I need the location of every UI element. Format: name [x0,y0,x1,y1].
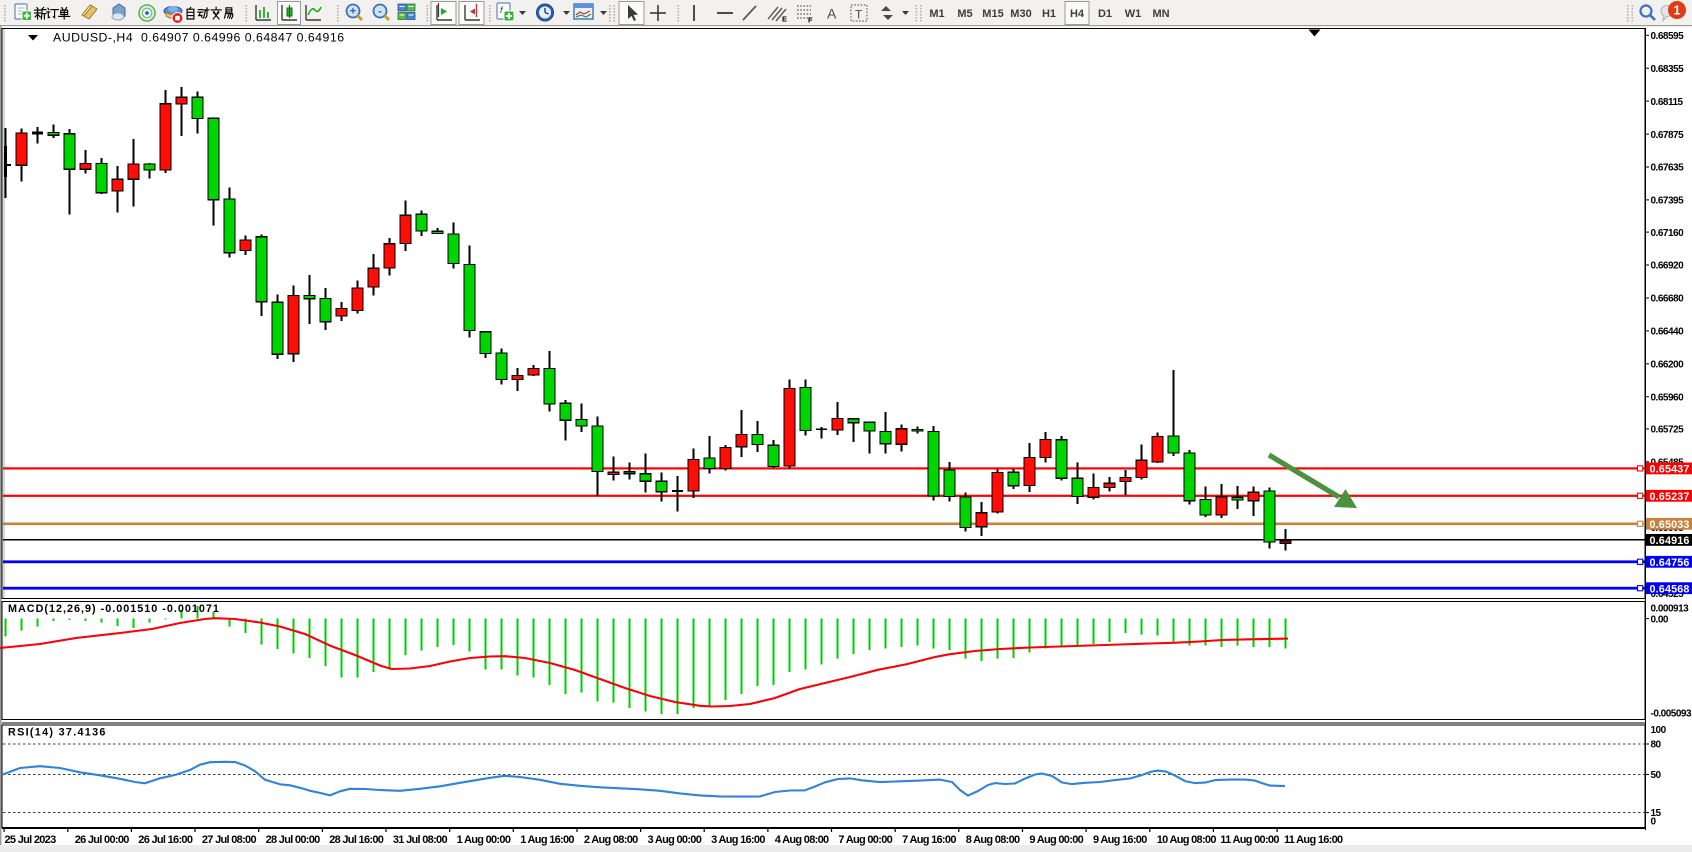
svg-text:25 Jul 2023: 25 Jul 2023 [5,834,57,846]
svg-text:W1: W1 [1125,8,1142,20]
svg-text:0.65437: 0.65437 [1650,464,1690,476]
svg-text:AUDUSD-,H4 0.64907 0.64996 0.: AUDUSD-,H4 0.64907 0.64996 0.64847 0.649… [53,31,345,45]
svg-text:31 Jul 08:00: 31 Jul 08:00 [393,834,448,846]
svg-text:3 Aug 00:00: 3 Aug 00:00 [648,834,702,846]
svg-text:1 Aug 00:00: 1 Aug 00:00 [457,834,511,846]
svg-text:11 Aug 16:00: 11 Aug 16:00 [1284,834,1343,846]
svg-text:28 Jul 16:00: 28 Jul 16:00 [329,834,384,846]
svg-text:0.64525: 0.64525 [1651,589,1685,600]
svg-text:1 Aug 16:00: 1 Aug 16:00 [520,834,574,846]
svg-text:8 Aug 08:00: 8 Aug 08:00 [966,834,1020,846]
svg-text:7 Aug 16:00: 7 Aug 16:00 [902,834,956,846]
svg-text:15: 15 [1651,808,1662,819]
svg-text:0.66920: 0.66920 [1651,261,1685,272]
svg-text:E: E [782,15,787,24]
svg-text:0.67395: 0.67395 [1651,196,1685,207]
svg-text:0.66440: 0.66440 [1651,327,1685,338]
svg-text:2 Aug 08:00: 2 Aug 08:00 [584,834,638,846]
svg-text:80: 80 [1651,740,1662,751]
svg-text:D1: D1 [1098,8,1112,20]
svg-text:f: f [500,5,504,15]
svg-text:0.66200: 0.66200 [1651,360,1685,371]
svg-text:100: 100 [1651,725,1667,736]
svg-text:0.66680: 0.66680 [1651,294,1685,305]
svg-text:0.000913: 0.000913 [1651,603,1690,614]
svg-text:26 Jul 00:00: 26 Jul 00:00 [75,834,130,846]
svg-text:9 Aug 00:00: 9 Aug 00:00 [1029,834,1083,846]
svg-text:0.67160: 0.67160 [1651,228,1685,239]
svg-text:4 Aug 08:00: 4 Aug 08:00 [775,834,829,846]
svg-text:M1: M1 [929,8,944,20]
svg-text:0.68115: 0.68115 [1651,97,1684,108]
svg-text:A: A [827,6,837,22]
svg-text:0.64916: 0.64916 [1650,535,1690,547]
svg-text:RSI(14) 37.4136: RSI(14) 37.4136 [8,727,107,739]
svg-text:0.64568: 0.64568 [1650,583,1690,595]
svg-text:MACD(12,26,9) -0.001510 -0.001: MACD(12,26,9) -0.001510 -0.001071 [8,603,220,615]
svg-text:0.65237: 0.65237 [1650,491,1690,503]
svg-text:0.68595: 0.68595 [1651,31,1685,42]
svg-text:50: 50 [1651,770,1662,781]
svg-text:T: T [855,8,863,22]
svg-text:MN: MN [1152,8,1169,20]
svg-text:0.65725: 0.65725 [1651,425,1685,436]
svg-text:-0.005093: -0.005093 [1651,708,1692,719]
svg-text:9 Aug 16:00: 9 Aug 16:00 [1093,834,1147,846]
svg-text:28 Jul 00:00: 28 Jul 00:00 [266,834,321,846]
svg-text:0.68355: 0.68355 [1651,64,1685,75]
svg-text:M15: M15 [982,8,1003,20]
svg-text:26 Jul 16:00: 26 Jul 16:00 [138,834,193,846]
svg-text:0: 0 [1651,816,1657,827]
svg-text:0.65960: 0.65960 [1651,392,1685,403]
svg-text:11 Aug 00:00: 11 Aug 00:00 [1220,834,1279,846]
svg-text:-: - [378,6,382,18]
svg-text:H4: H4 [1070,8,1085,20]
svg-text:7 Aug 00:00: 7 Aug 00:00 [838,834,892,846]
svg-text:M30: M30 [1010,8,1031,20]
svg-text:3 Aug 16:00: 3 Aug 16:00 [711,834,765,846]
svg-text:+: + [350,6,356,18]
svg-text:0.67875: 0.67875 [1651,130,1685,141]
svg-text:0.65033: 0.65033 [1650,519,1690,531]
svg-text:0.67635: 0.67635 [1651,163,1685,174]
svg-text:0.00: 0.00 [1651,614,1669,625]
svg-text:M5: M5 [957,8,972,20]
svg-text:0.64756: 0.64756 [1650,557,1690,569]
svg-text:10 Aug 08:00: 10 Aug 08:00 [1157,834,1217,846]
svg-text:F: F [808,16,813,25]
svg-text:H1: H1 [1042,8,1056,20]
svg-text:27 Jul 08:00: 27 Jul 08:00 [202,834,257,846]
svg-text:1: 1 [1674,4,1681,18]
